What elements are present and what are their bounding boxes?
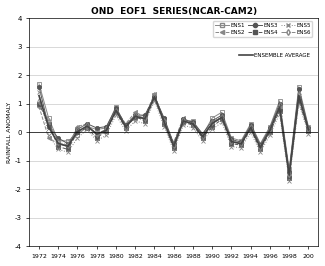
Title: OND  EOF1  SERIES(NCAR-CAM2): OND EOF1 SERIES(NCAR-CAM2) bbox=[91, 7, 257, 16]
Legend: ENSEMBLE AVERAGE: ENSEMBLE AVERAGE bbox=[236, 51, 312, 60]
Y-axis label: RAINFALL ANOMALY: RAINFALL ANOMALY bbox=[7, 102, 12, 163]
